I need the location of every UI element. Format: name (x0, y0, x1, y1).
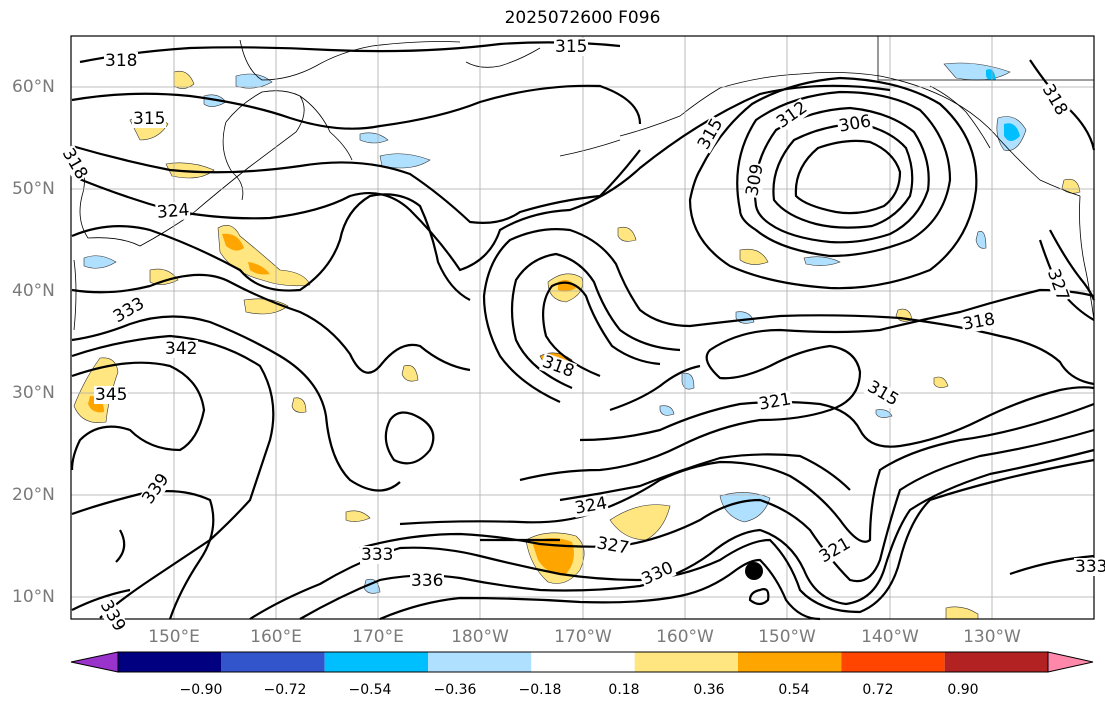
lon-label-150w: 150°W (758, 627, 816, 647)
colorbar-tick-label: 0.18 (608, 682, 640, 698)
colorbar-tick-label: −0.36 (433, 682, 477, 698)
colorbar-extend-max (1047, 651, 1094, 673)
contour-label: 333 (1074, 558, 1105, 576)
lat-label-30n: 30°N (12, 383, 55, 403)
colorbar-extend-min (70, 651, 119, 673)
contour-label: 315 (554, 37, 589, 57)
colorbar-segment (324, 652, 428, 672)
colorbar-tick-label: 0.36 (693, 682, 725, 698)
colorbar-segment (944, 652, 1048, 672)
map-title: 2025072600 F096 (504, 8, 661, 28)
contour-label: 318 (104, 51, 139, 71)
colorbar-segment (841, 652, 945, 672)
colorbar-tick-label: 0.54 (778, 682, 810, 698)
contour-label: 336 (410, 571, 445, 591)
coastlines (71, 36, 1095, 331)
lon-label-140w: 140°W (861, 627, 919, 647)
lon-label-130w: 130°W (963, 627, 1021, 647)
map-area (70, 35, 1096, 621)
colorbar-tick-label: −0.90 (179, 682, 223, 698)
map-frame (70, 35, 1095, 620)
colorbar-frame (117, 651, 1049, 673)
lat-label-40n: 40°N (12, 281, 55, 301)
lat-label-60n: 60°N (12, 77, 55, 97)
contour-label: 342 (164, 339, 199, 359)
contour-label: 315 (132, 109, 167, 129)
contour-label: 333 (360, 545, 395, 565)
lon-label-180w: 180°W (451, 627, 509, 647)
colorbar-segment (118, 652, 222, 672)
colorbar-segment (738, 652, 842, 672)
contour-label: 345 (94, 385, 129, 405)
colorbar-tick-label: −0.54 (348, 682, 392, 698)
colorbar-segment (634, 652, 738, 672)
contour-label: 324 (155, 200, 192, 223)
lat-label-20n: 20°N (12, 485, 55, 505)
colorbar-segment (221, 652, 325, 672)
lon-label-150e: 150°E (148, 627, 200, 647)
graticule (71, 36, 1094, 619)
lat-label-50n: 50°N (12, 179, 55, 199)
colorbar-tick-label: −0.18 (518, 682, 562, 698)
colorbar-tick-label: 0.90 (947, 682, 979, 698)
lon-label-170e: 170°E (352, 627, 404, 647)
lon-label-160w: 160°W (656, 627, 714, 647)
contour-lines (70, 41, 1096, 621)
storm-center-marker (745, 562, 763, 580)
lat-label-10n: 10°N (12, 587, 55, 607)
colorbar-tick-label: 0.72 (862, 682, 894, 698)
colorbar-segment (531, 652, 635, 672)
lon-label-160e: 160°E (250, 627, 302, 647)
colorbar-segment (428, 652, 532, 672)
colorbar (70, 651, 1094, 673)
colorbar-tick-label: −0.72 (263, 682, 307, 698)
lon-label-170w: 170°W (554, 627, 612, 647)
